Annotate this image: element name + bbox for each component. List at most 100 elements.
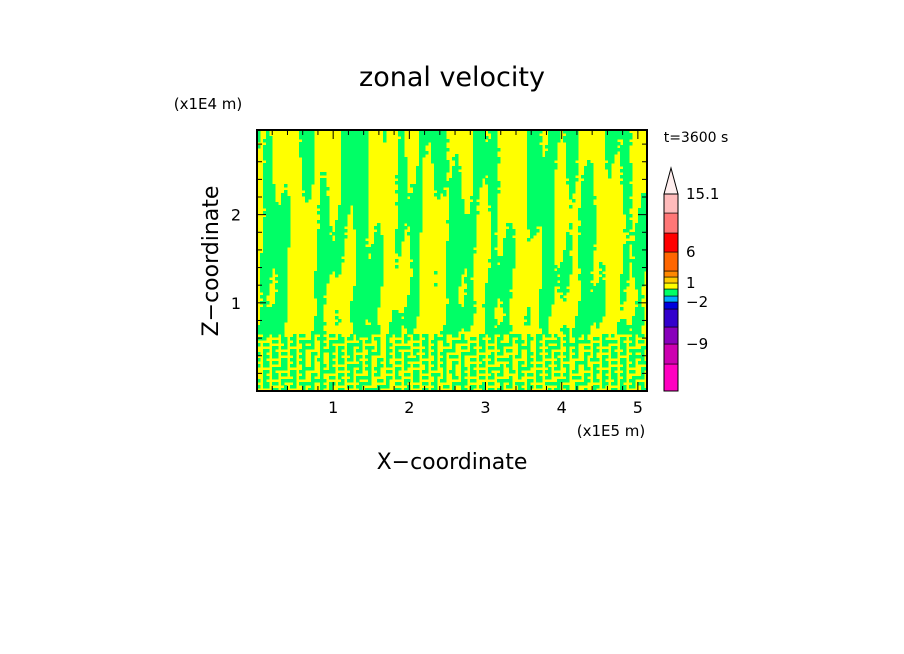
field-cell <box>569 193 573 197</box>
field-cell <box>629 337 633 341</box>
field-cell <box>482 172 486 176</box>
field-cell <box>350 154 354 158</box>
field-cell <box>551 229 555 233</box>
field-cell <box>509 292 513 296</box>
field-cell <box>608 139 612 143</box>
field-cell <box>266 163 270 167</box>
field-cell <box>443 148 447 152</box>
field-cell <box>527 187 531 191</box>
field-cell <box>506 307 510 311</box>
field-cell <box>320 295 324 299</box>
field-cell <box>284 238 288 242</box>
field-cell <box>269 151 273 155</box>
field-cell <box>320 211 324 215</box>
field-cell <box>356 334 360 338</box>
field-cell <box>464 238 468 242</box>
field-cell <box>449 226 453 230</box>
field-cell <box>455 253 459 257</box>
field-cell <box>563 364 567 368</box>
field-cell <box>503 301 507 305</box>
field-cell <box>491 190 495 194</box>
field-cell <box>332 355 336 359</box>
field-cell <box>329 226 333 230</box>
field-cell <box>341 223 345 227</box>
field-cell <box>617 136 621 140</box>
field-cell <box>404 364 408 368</box>
field-cell <box>623 271 627 275</box>
field-cell <box>437 139 441 143</box>
field-cell <box>488 307 492 311</box>
field-cell <box>320 298 324 302</box>
field-cell <box>644 244 648 248</box>
field-cell <box>419 187 423 191</box>
field-cell <box>587 160 591 164</box>
field-cell <box>413 316 417 320</box>
field-cell <box>530 133 534 137</box>
field-cell <box>596 295 600 299</box>
field-cell <box>632 343 636 347</box>
field-cell <box>350 184 354 188</box>
field-cell <box>380 280 384 284</box>
field-cell <box>584 334 588 338</box>
field-cell <box>485 328 489 332</box>
field-cell <box>485 166 489 170</box>
field-cell <box>371 244 375 248</box>
field-cell <box>491 376 495 380</box>
field-cell <box>314 286 318 290</box>
field-cell <box>434 154 438 158</box>
field-cell <box>389 328 393 332</box>
field-cell <box>536 157 540 161</box>
field-cell <box>497 352 501 356</box>
field-cell <box>305 157 309 161</box>
field-cell <box>590 226 594 230</box>
field-cell <box>377 223 381 227</box>
field-cell <box>353 133 357 137</box>
field-cell <box>323 211 327 215</box>
field-cell <box>266 262 270 266</box>
field-cell <box>266 253 270 257</box>
field-cell <box>623 349 627 353</box>
field-cell <box>293 358 297 362</box>
field-cell <box>356 166 360 170</box>
field-cell <box>545 274 549 278</box>
field-cell <box>362 244 366 248</box>
field-cell <box>407 232 411 236</box>
field-cell <box>590 208 594 212</box>
field-cell <box>569 181 573 185</box>
field-cell <box>602 376 606 380</box>
field-cell <box>263 163 267 167</box>
field-cell <box>344 157 348 161</box>
field-cell <box>263 331 267 335</box>
field-cell <box>362 295 366 299</box>
field-cell <box>263 337 267 341</box>
field-cell <box>452 157 456 161</box>
field-cell <box>410 193 414 197</box>
field-cell <box>539 139 543 143</box>
field-cell <box>434 361 438 365</box>
field-cell <box>335 244 339 248</box>
field-cell <box>380 277 384 281</box>
field-cell <box>560 280 564 284</box>
field-cell <box>527 238 531 242</box>
field-cell <box>491 241 495 245</box>
field-cell <box>395 247 399 251</box>
field-cell <box>476 166 480 170</box>
field-cell <box>347 181 351 185</box>
field-cell <box>602 361 606 365</box>
field-cell <box>593 358 597 362</box>
field-cell <box>356 301 360 305</box>
field-cell <box>440 139 444 143</box>
field-cell <box>569 172 573 176</box>
field-cell <box>566 262 570 266</box>
field-cell <box>269 187 273 191</box>
field-cell <box>506 298 510 302</box>
field-cell <box>425 346 429 350</box>
field-cell <box>551 286 555 290</box>
field-cell <box>446 244 450 248</box>
field-cell <box>503 283 507 287</box>
field-cell <box>584 379 588 383</box>
field-cell <box>635 376 639 380</box>
field-cell <box>335 322 339 326</box>
field-cell <box>401 157 405 161</box>
field-cell <box>353 223 357 227</box>
